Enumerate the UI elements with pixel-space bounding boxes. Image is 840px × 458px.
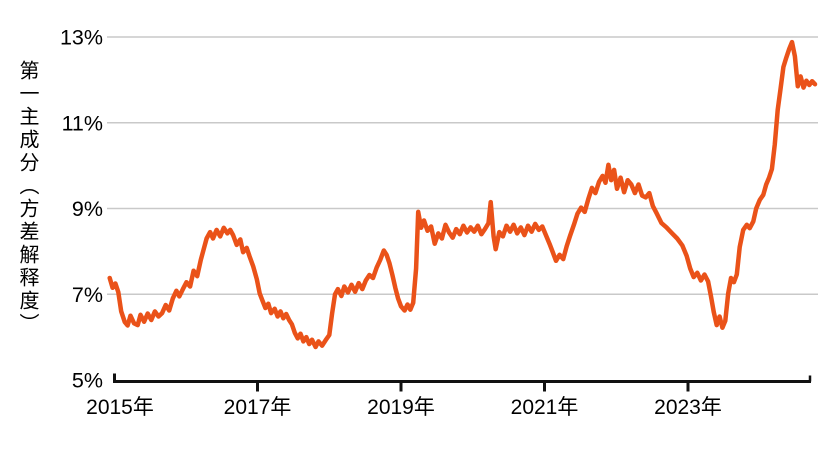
y-tick-labels: 13% 11% 9% 7% 5% (60, 26, 103, 393)
x-tick-labels: 2015年 2017年 2019年 2021年 2023年 (86, 396, 722, 419)
y-tick-label: 9% (72, 197, 103, 221)
x-tick-label: 2019年 (367, 396, 435, 419)
y-tick-label: 11% (62, 111, 103, 135)
x-tick-label: 2017年 (224, 396, 292, 419)
series-line (107, 39, 818, 350)
x-tick-label: 2023年 (654, 396, 722, 419)
y-axis-title: 第一主成分（方差解释度） (16, 60, 38, 336)
y-tick-label: 7% (72, 283, 103, 307)
x-tick-label: 2015年 (86, 396, 154, 419)
x-tick-label: 2021年 (511, 396, 579, 419)
gridlines (107, 36, 818, 295)
y-tick-label: 13% (60, 26, 103, 50)
x-axis (113, 373, 812, 392)
y-tick-label: 5% (72, 369, 103, 393)
